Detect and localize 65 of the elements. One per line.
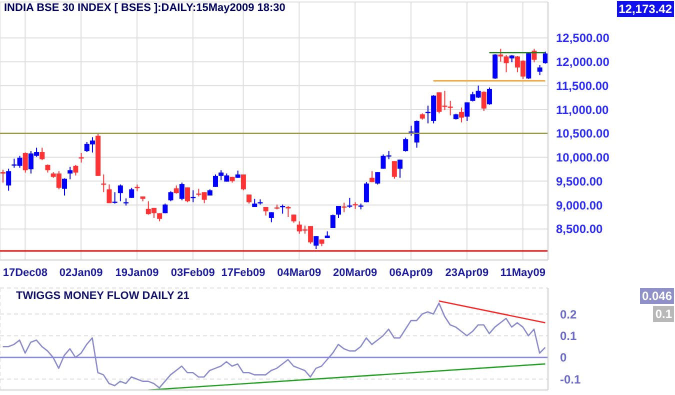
text: 0.046 <box>640 288 674 304</box>
candlestick <box>0 169 6 184</box>
y-tick-label: -0.1 <box>560 372 582 386</box>
y-tick-label: 0.2 <box>560 307 578 322</box>
candlestick <box>392 160 397 180</box>
x-tick-label: 04Mar09 <box>277 266 322 279</box>
x-tick-label: 17Dec08 <box>2 266 48 279</box>
candlestick <box>246 194 252 204</box>
x-tick-label: 17Feb09 <box>221 266 266 279</box>
candlestick <box>6 168 12 192</box>
x-tick-label: 11May09 <box>500 266 546 279</box>
x-tick-label: 20Mar09 <box>333 266 378 279</box>
candlestick <box>498 48 504 62</box>
candlestick <box>314 236 319 250</box>
candlestick <box>403 137 408 152</box>
candlestick <box>106 184 112 204</box>
candlestick <box>330 214 336 228</box>
candlestick <box>375 172 380 186</box>
candlestick <box>504 54 509 73</box>
x-tick-label: 23Apr09 <box>445 266 489 279</box>
y-tick-label: 12,000.00 <box>556 54 610 69</box>
candlestick <box>101 174 106 193</box>
y-tick-label: 10,000.00 <box>556 150 610 165</box>
y-tick-label: 0.1 <box>560 329 578 344</box>
x-tick-label: 19Jan09 <box>115 266 159 279</box>
candlestick <box>398 159 403 178</box>
candlestick <box>185 186 190 203</box>
candlestick <box>68 166 73 180</box>
candlestick <box>212 174 218 188</box>
candlestick <box>459 107 464 123</box>
candlestick <box>129 187 134 198</box>
chart-title: INDIA BSE 30 INDEX [ BSES ]:DAILY:15May2009 18:30 <box>4 2 286 14</box>
candlestick <box>62 178 68 196</box>
candlestick <box>22 152 28 174</box>
chart-title: TWIGGS MONEY FLOW DAILY 21 <box>16 290 190 302</box>
candlestick <box>168 190 174 202</box>
candlestick <box>492 54 498 80</box>
candlestick <box>40 147 45 161</box>
candlestick <box>481 90 486 112</box>
candlestick <box>336 206 342 218</box>
candlestick <box>537 64 542 76</box>
y-tick-label: 10,500.00 <box>556 126 610 141</box>
y-tick-label: 0 <box>560 350 567 365</box>
x-tick-label: 03Feb09 <box>170 266 215 279</box>
candlestick <box>486 87 492 106</box>
y-tick-label: 12,500.00 <box>556 31 610 46</box>
candlestick <box>73 164 78 176</box>
candlestick <box>118 184 123 202</box>
candlestick <box>268 212 274 223</box>
y-tick-label: 9,000.00 <box>556 198 604 212</box>
y-tick-label: 9,500.00 <box>556 174 604 188</box>
candlestick <box>364 182 369 203</box>
x-tick-label: 02Jan09 <box>59 266 103 279</box>
candlestick <box>112 192 118 204</box>
text: 12,173.42 <box>616 1 674 17</box>
y-tick-label: 11,500.00 <box>556 78 610 93</box>
y-tick-label: 11,000.00 <box>556 102 610 117</box>
line-series <box>2 302 546 388</box>
candlestick <box>240 174 246 191</box>
candlestick <box>464 102 470 122</box>
text: 0.1 <box>653 306 674 322</box>
candlestick <box>286 206 291 218</box>
x-tick-label: 06Apr09 <box>389 266 433 279</box>
candlestick <box>179 182 184 201</box>
y-tick-label: 8,500.00 <box>556 222 604 236</box>
